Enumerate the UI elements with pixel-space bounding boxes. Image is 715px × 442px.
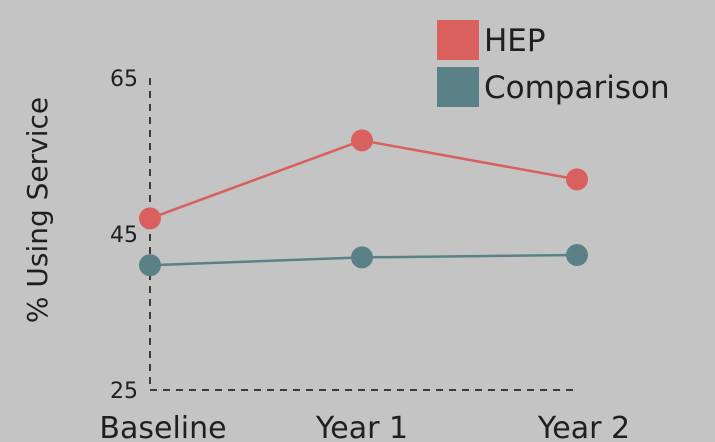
chart-axes (149, 78, 577, 391)
legend-swatch-hep (437, 20, 479, 60)
x-category-labels: Baseline Year 1 Year 2 (99, 411, 630, 442)
data-series (139, 129, 588, 277)
data-point-comparison-baseline (139, 254, 161, 277)
data-point-comparison-year-1 (351, 246, 373, 269)
legend: HEP Comparison (437, 20, 670, 107)
y-tick-label-45: 45 (110, 223, 138, 248)
y-tick-labels: 25 45 65 (110, 67, 138, 404)
legend-label-comparison: Comparison (484, 70, 670, 106)
data-point-hep-baseline (139, 207, 161, 230)
y-tick-label-65: 65 (110, 67, 138, 92)
series-line-hep (149, 139, 578, 220)
data-point-comparison-year-2 (566, 244, 588, 267)
data-point-hep-year-1 (351, 129, 373, 152)
data-point-hep-year-2 (566, 168, 588, 191)
legend-swatch-comparison (437, 67, 479, 107)
y-axis-label: % Using Service (21, 97, 54, 323)
legend-label-hep: HEP (484, 23, 546, 59)
x-tick-label-year-1: Year 1 (315, 411, 408, 442)
x-tick-label-year-2: Year 2 (537, 411, 630, 442)
y-tick-label-25: 25 (110, 379, 138, 404)
x-tick-label-baseline: Baseline (99, 411, 226, 442)
